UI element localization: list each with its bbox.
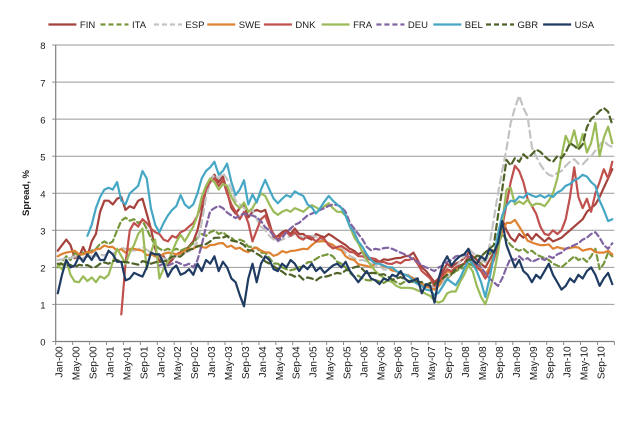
svg-text:Sep-06: Sep-06: [393, 346, 404, 379]
svg-text:5: 5: [40, 152, 45, 163]
svg-text:SWE: SWE: [239, 20, 261, 31]
svg-text:ESP: ESP: [185, 20, 204, 31]
svg-text:May-04: May-04: [275, 346, 286, 380]
svg-text:7: 7: [40, 78, 45, 89]
svg-text:Spread, %: Spread, %: [21, 169, 32, 215]
svg-text:Sep-03: Sep-03: [241, 346, 252, 379]
svg-text:Jan-04: Jan-04: [258, 346, 269, 377]
svg-text:DEU: DEU: [408, 20, 428, 31]
svg-text:1: 1: [40, 301, 45, 312]
svg-text:Sep-09: Sep-09: [546, 346, 557, 379]
svg-text:Jan-09: Jan-09: [512, 346, 523, 377]
svg-text:FIN: FIN: [80, 20, 95, 31]
svg-text:May-02: May-02: [173, 346, 184, 380]
svg-text:May-08: May-08: [478, 346, 489, 380]
svg-text:8: 8: [40, 41, 45, 52]
svg-text:Sep-10: Sep-10: [597, 346, 608, 379]
svg-text:6: 6: [40, 115, 45, 126]
svg-text:May-10: May-10: [580, 346, 591, 380]
svg-text:Jan-10: Jan-10: [563, 346, 574, 377]
svg-text:Sep-01: Sep-01: [139, 346, 150, 379]
svg-text:Sep-05: Sep-05: [343, 346, 354, 379]
svg-text:DNK: DNK: [295, 20, 316, 31]
svg-text:3: 3: [40, 227, 45, 238]
svg-text:Jan-02: Jan-02: [156, 346, 167, 377]
svg-text:May-09: May-09: [529, 346, 540, 380]
svg-text:ITA: ITA: [132, 20, 147, 31]
svg-text:Jan-06: Jan-06: [360, 346, 371, 377]
svg-text:Sep-00: Sep-00: [89, 346, 100, 379]
svg-text:May-06: May-06: [376, 346, 387, 380]
svg-text:FRA: FRA: [353, 20, 373, 31]
svg-text:Jan-08: Jan-08: [461, 346, 472, 377]
svg-text:May-03: May-03: [224, 346, 235, 380]
svg-text:Jan-00: Jan-00: [55, 346, 66, 377]
svg-text:2: 2: [40, 264, 45, 275]
svg-text:GBR: GBR: [518, 20, 539, 31]
svg-text:Jan-05: Jan-05: [309, 346, 320, 377]
svg-text:BEL: BEL: [465, 20, 483, 31]
svg-text:0: 0: [40, 338, 45, 349]
svg-text:May-01: May-01: [122, 346, 133, 380]
svg-text:Jan-03: Jan-03: [207, 346, 218, 377]
svg-text:Sep-07: Sep-07: [444, 346, 455, 379]
svg-text:May-00: May-00: [72, 346, 83, 380]
svg-text:May-05: May-05: [326, 346, 337, 380]
svg-text:Sep-08: Sep-08: [495, 346, 506, 379]
svg-text:4: 4: [40, 190, 45, 201]
svg-text:USA: USA: [575, 20, 595, 31]
svg-text:Jan-07: Jan-07: [410, 346, 421, 377]
svg-text:Jan-01: Jan-01: [106, 346, 117, 377]
svg-text:Sep-04: Sep-04: [292, 346, 303, 379]
svg-text:Sep-02: Sep-02: [190, 346, 201, 379]
svg-text:May-07: May-07: [427, 346, 438, 380]
